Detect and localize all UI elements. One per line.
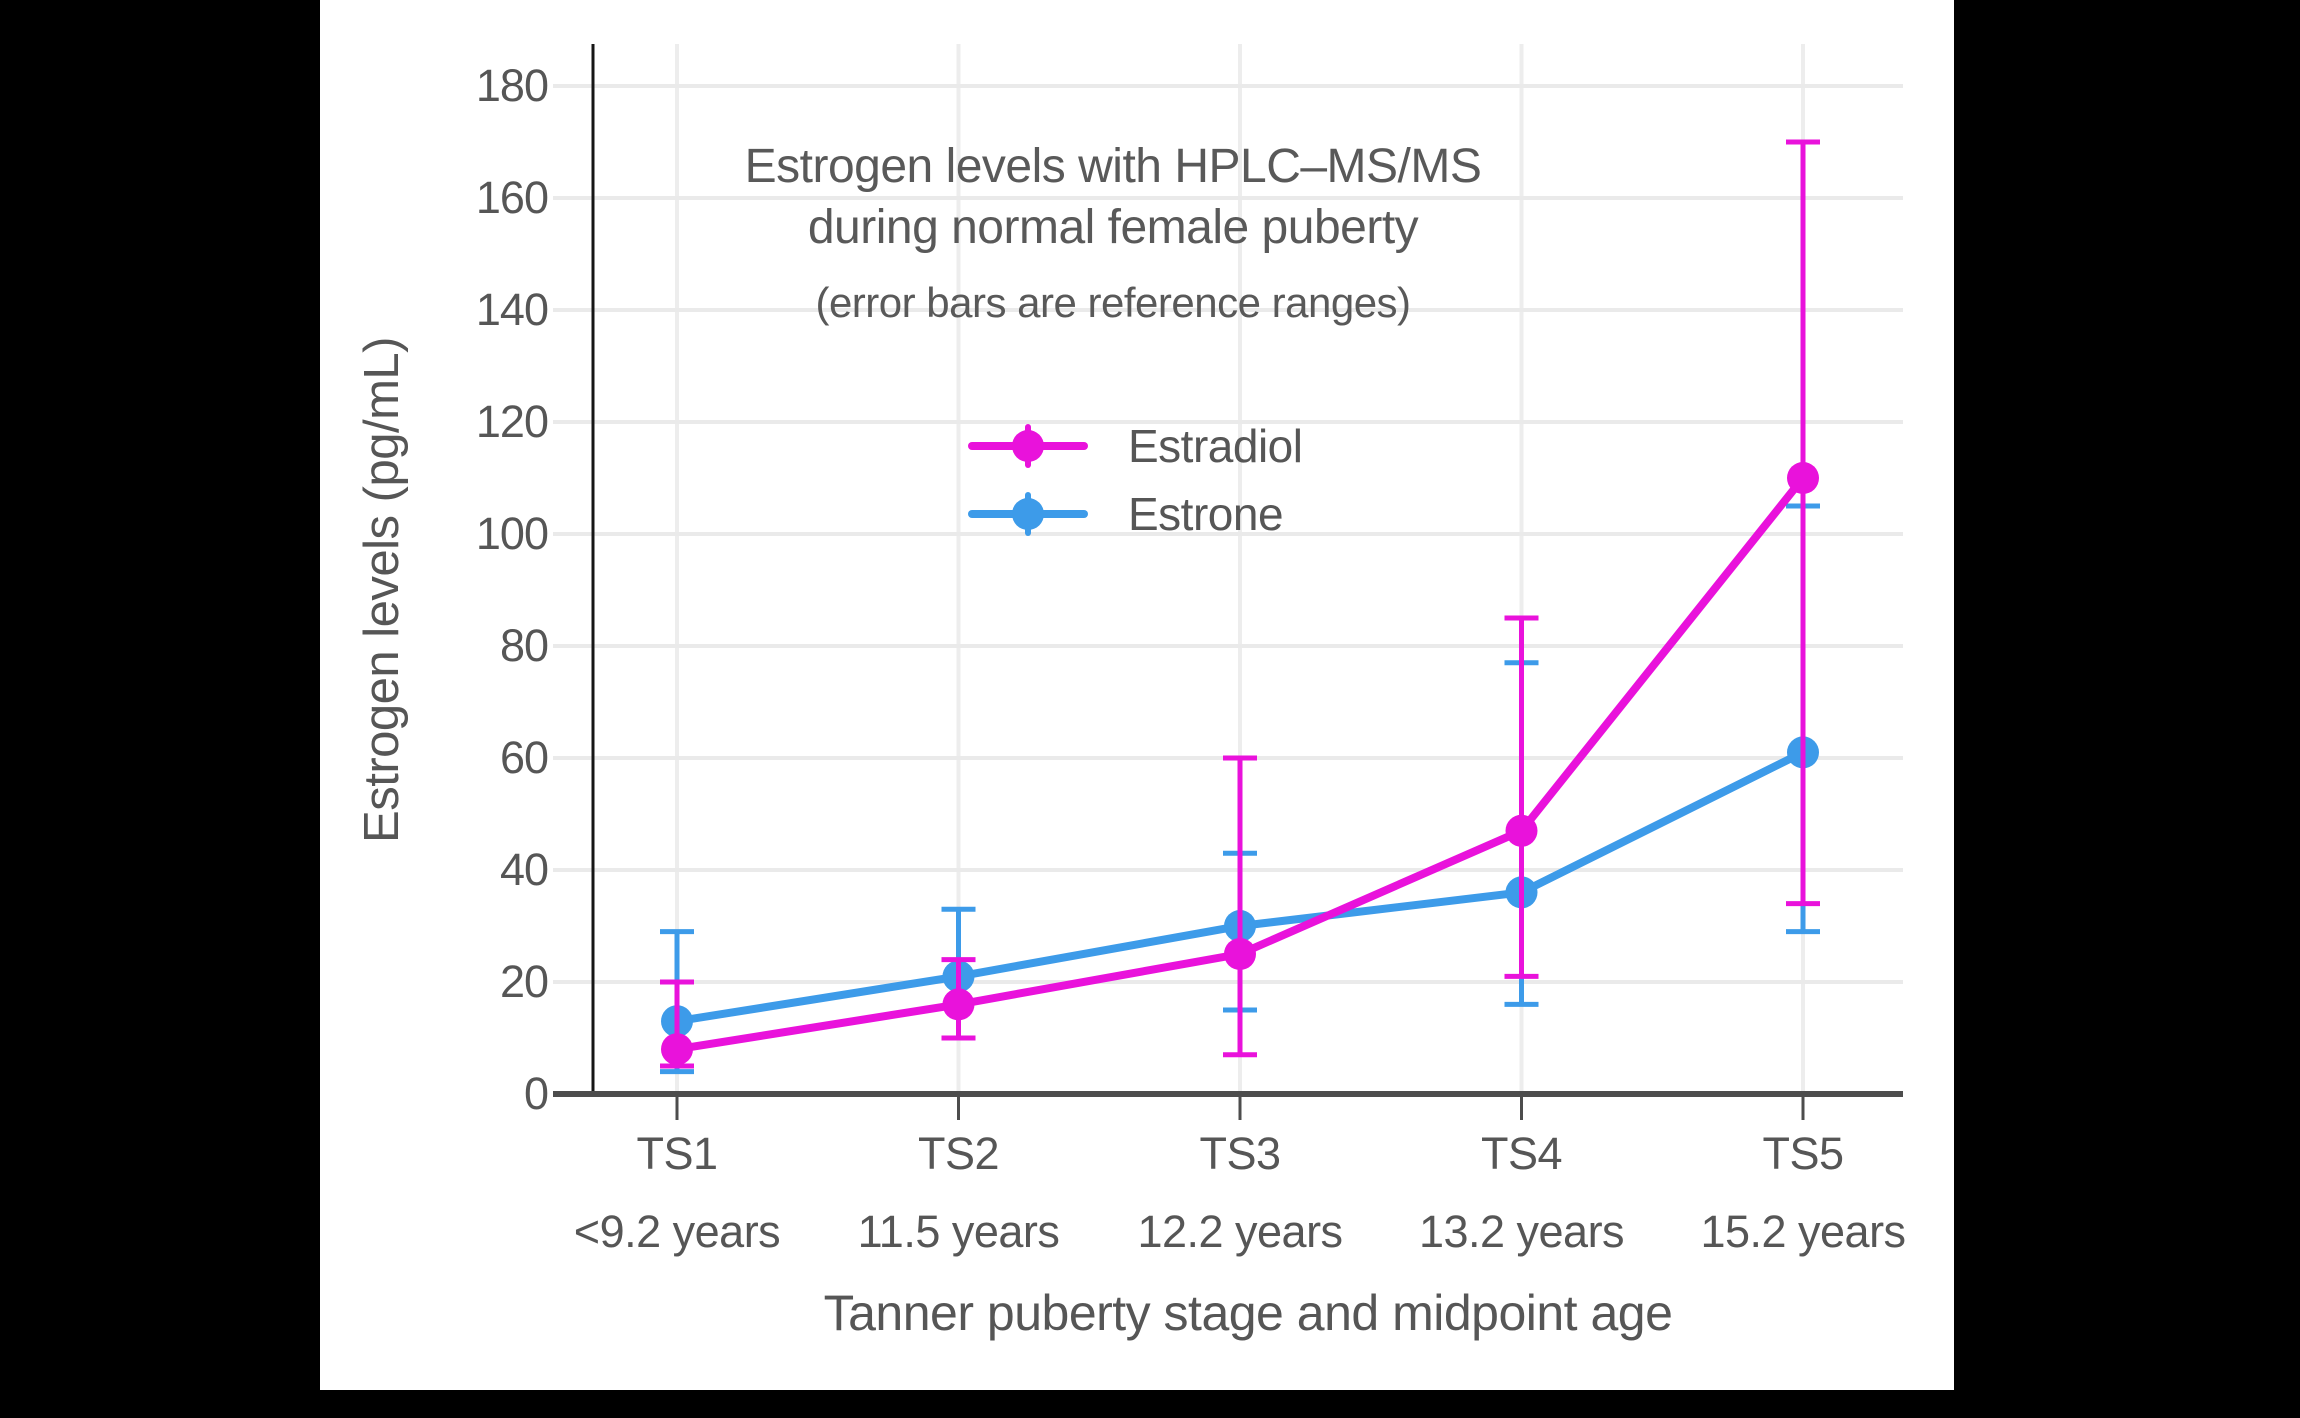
x-tick-age-label: 15.2 years xyxy=(1700,1206,1906,1257)
estrone-marker-icon xyxy=(968,480,1098,548)
x-tick-label: TS5 xyxy=(1762,1128,1844,1179)
plot-area xyxy=(553,44,1903,1120)
x-tick-label: TS4 xyxy=(1480,1128,1563,1179)
chart-title-block: Estrogen levels with HPLC–MS/MS during n… xyxy=(745,136,1482,326)
legend-label-estrone: Estrone xyxy=(1128,488,1284,540)
x-tick-age-label: 13.2 years xyxy=(1418,1206,1625,1257)
x-axis-title: Tanner puberty stage and midpoint age xyxy=(823,1285,1673,1341)
y-tick-label: 40 xyxy=(499,844,549,895)
y-tick-label: 120 xyxy=(475,396,549,447)
x-tick-age-label: 12.2 years xyxy=(1137,1206,1343,1257)
chart-title-line1: Estrogen levels with HPLC–MS/MS xyxy=(744,140,1482,193)
legend-item-estrone: Estrone xyxy=(968,480,1302,548)
estradiol-marker-icon xyxy=(968,412,1098,480)
estrone-dot-icon xyxy=(1012,498,1044,530)
legend: Estradiol Estrone xyxy=(968,412,1303,548)
estradiol-data-point xyxy=(661,1033,693,1066)
x-tick-label: TS1 xyxy=(636,1128,718,1179)
estradiol-data-point xyxy=(1787,462,1819,494)
estradiol-data-point xyxy=(1505,814,1538,847)
y-tick-label: 100 xyxy=(475,508,549,559)
y-tick-label: 20 xyxy=(499,956,549,1007)
y-tick-label: 60 xyxy=(499,732,549,783)
x-tick-label: TS2 xyxy=(917,1128,1000,1179)
estradiol-data-point xyxy=(942,988,975,1021)
chart-title-line2: during normal female puberty xyxy=(807,201,1419,254)
chart-canvas: Estrogen levels with HPLC–MS/MS during n… xyxy=(320,0,1954,1390)
y-axis-title: Estrogen levels (pg/mL) xyxy=(355,337,409,843)
legend-label-estradiol: Estradiol xyxy=(1128,420,1303,472)
chart-subtitle: (error bars are reference ranges) xyxy=(815,279,1411,326)
estradiol-dot-icon xyxy=(1012,430,1044,462)
x-tick-age-label: <9.2 years xyxy=(573,1206,781,1257)
y-tick-label: 180 xyxy=(475,60,549,111)
x-tick-age-label: 11.5 years xyxy=(857,1206,1060,1257)
x-tick-label: TS3 xyxy=(1199,1128,1281,1179)
y-tick-label: 140 xyxy=(475,284,549,335)
legend-item-estradiol: Estradiol xyxy=(968,412,1303,480)
estradiol-data-point xyxy=(1224,938,1256,970)
y-tick-label: 0 xyxy=(523,1068,549,1119)
y-tick-label: 80 xyxy=(499,620,549,671)
y-tick-label: 160 xyxy=(475,172,549,223)
